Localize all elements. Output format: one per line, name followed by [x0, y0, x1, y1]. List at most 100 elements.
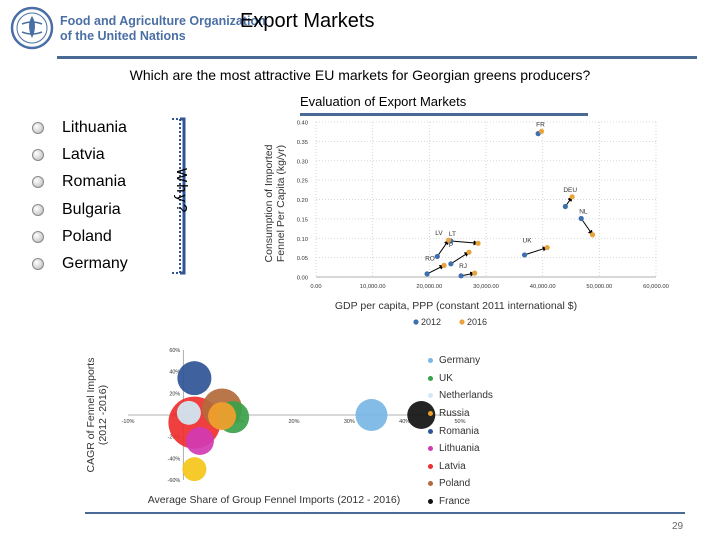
legend-item: Latvia [428, 458, 493, 476]
bullet-icon [32, 176, 44, 189]
y-tick-label: 0.00 [297, 276, 308, 282]
y-tick-label: 0.05 [297, 256, 308, 262]
legend-marker [428, 358, 433, 364]
country-item: Romania [32, 171, 128, 198]
legend-item: Germany [428, 352, 493, 370]
bullet-icon [32, 149, 44, 162]
country-item: Bulgaria [32, 199, 128, 226]
country-label: Poland [62, 227, 112, 245]
trend-arrow [580, 218, 593, 236]
y-tick-label: 40% [169, 370, 180, 376]
legend-marker [459, 319, 465, 325]
country-label: Germany [62, 254, 128, 272]
country-code-label: LV [435, 230, 443, 237]
point-2016 [475, 240, 481, 246]
y-tick-label: 0.25 [297, 179, 308, 185]
y-tick-label: 60% [169, 348, 180, 354]
organization-name: Food and Agriculture Organization of the… [60, 14, 266, 44]
y-tick-label: -40% [167, 456, 180, 462]
page-number: 29 [672, 521, 684, 532]
legend-item: UK [428, 370, 493, 388]
y-tick-label: 0.30 [297, 159, 308, 165]
point-2012 [424, 271, 430, 277]
legend-item: Poland [428, 475, 493, 493]
y-axis-label-line-2: (2012 -2016) [97, 385, 109, 445]
point-2012 [521, 252, 528, 258]
y-tick-label: 0.40 [297, 121, 308, 127]
point-2016 [466, 249, 472, 255]
legend-item: Romania [428, 422, 493, 440]
y-axis-label-line-2: Fennel Per Capita (kg/yr) [275, 145, 287, 262]
x-tick-label: 50% [454, 419, 465, 425]
point-2016 [569, 194, 575, 200]
y-axis-label: Consumption of ImportedFennel Per Capita… [263, 144, 287, 262]
point-2012 [562, 203, 568, 210]
y-tick-label: 0.10 [297, 237, 308, 243]
legend-label: Romania [439, 425, 480, 437]
bubble [177, 361, 212, 396]
point-2016 [446, 237, 452, 243]
header-divider [57, 56, 697, 59]
x-tick-label: 30% [344, 419, 355, 425]
legend-label: Lithuania [439, 443, 480, 455]
y-tick-label: 20% [169, 391, 180, 397]
x-tick-label: 40,000.00 [530, 284, 556, 290]
y-tick-label: 0.20 [297, 198, 308, 204]
trend-arrow [426, 264, 445, 275]
legend-marker [428, 481, 433, 487]
trend-arrow [450, 240, 479, 246]
legend-item: France [428, 493, 493, 511]
legend-marker [413, 319, 419, 325]
point-2012 [434, 253, 440, 260]
country-item: Poland [32, 226, 128, 253]
country-code-label: RO [425, 255, 435, 262]
x-tick-label: 60,000.00 [643, 284, 669, 290]
bubble [355, 399, 388, 431]
country-list: Lithuania Latvia Romania Bulgaria Poland Germ… [32, 117, 128, 280]
legend-label: UK [439, 372, 453, 384]
legend-label: 2016 [467, 317, 487, 327]
country-label: Lithuania [62, 119, 127, 136]
bullet-icon [32, 203, 44, 216]
bubble [407, 401, 436, 429]
country-code-label: P [449, 242, 453, 249]
legend-label: Netherlands [439, 390, 493, 402]
country-code-label: NL [579, 208, 588, 215]
country-item: Germany [32, 253, 128, 280]
legend-label: Germany [439, 355, 481, 367]
country-code-label: DEU [563, 187, 577, 194]
legend-label: France [439, 496, 471, 508]
y-tick-label: 0.15 [297, 217, 308, 223]
legend-item: Lithuania [428, 440, 493, 458]
x-tick-label: -10% [122, 419, 135, 425]
bullet-icon [32, 122, 44, 134]
point-2012 [448, 261, 454, 267]
gdp-vs-consumption-chart: 0.00 0.05 0.10 0.15 0.20 0.25 0.30 0.35 0.40 0.00… [263, 121, 669, 328]
fao-logo [10, 6, 54, 50]
x-tick-label: 20% [288, 419, 299, 425]
legend-label: Poland [439, 478, 471, 490]
trend-arrow [524, 246, 548, 256]
legend-marker [428, 411, 433, 417]
bubble [182, 457, 207, 482]
country-item: Latvia [32, 144, 128, 171]
y-axis-label-line-1: Consumption of Imported [263, 144, 275, 262]
x-tick-label: 10,000.00 [360, 284, 386, 290]
y-tick-label: 0.35 [297, 140, 308, 146]
y-tick-label: -60% [167, 478, 180, 484]
x-tick-label: 50,000.00 [586, 284, 612, 290]
legend-marker [428, 393, 433, 399]
bullet-icon [32, 230, 44, 243]
bubble [176, 400, 201, 425]
point-2016 [441, 262, 447, 268]
bubble-legend: Germany UK Netherlands Russia Romania Lithuan… [428, 352, 493, 510]
x-axis-label: Average Share of Group Fennel Imports (2… [148, 494, 401, 506]
point-2016 [472, 270, 478, 276]
country-label: Romania [62, 173, 127, 191]
trend-arrow [436, 239, 450, 257]
point-2016 [544, 244, 550, 251]
legend-marker [428, 428, 433, 434]
y-axis-label-line-1: CAGR of Fennel Imports [85, 358, 97, 473]
legend-label: 2012 [421, 317, 441, 327]
country-code-label: UK [523, 238, 533, 245]
